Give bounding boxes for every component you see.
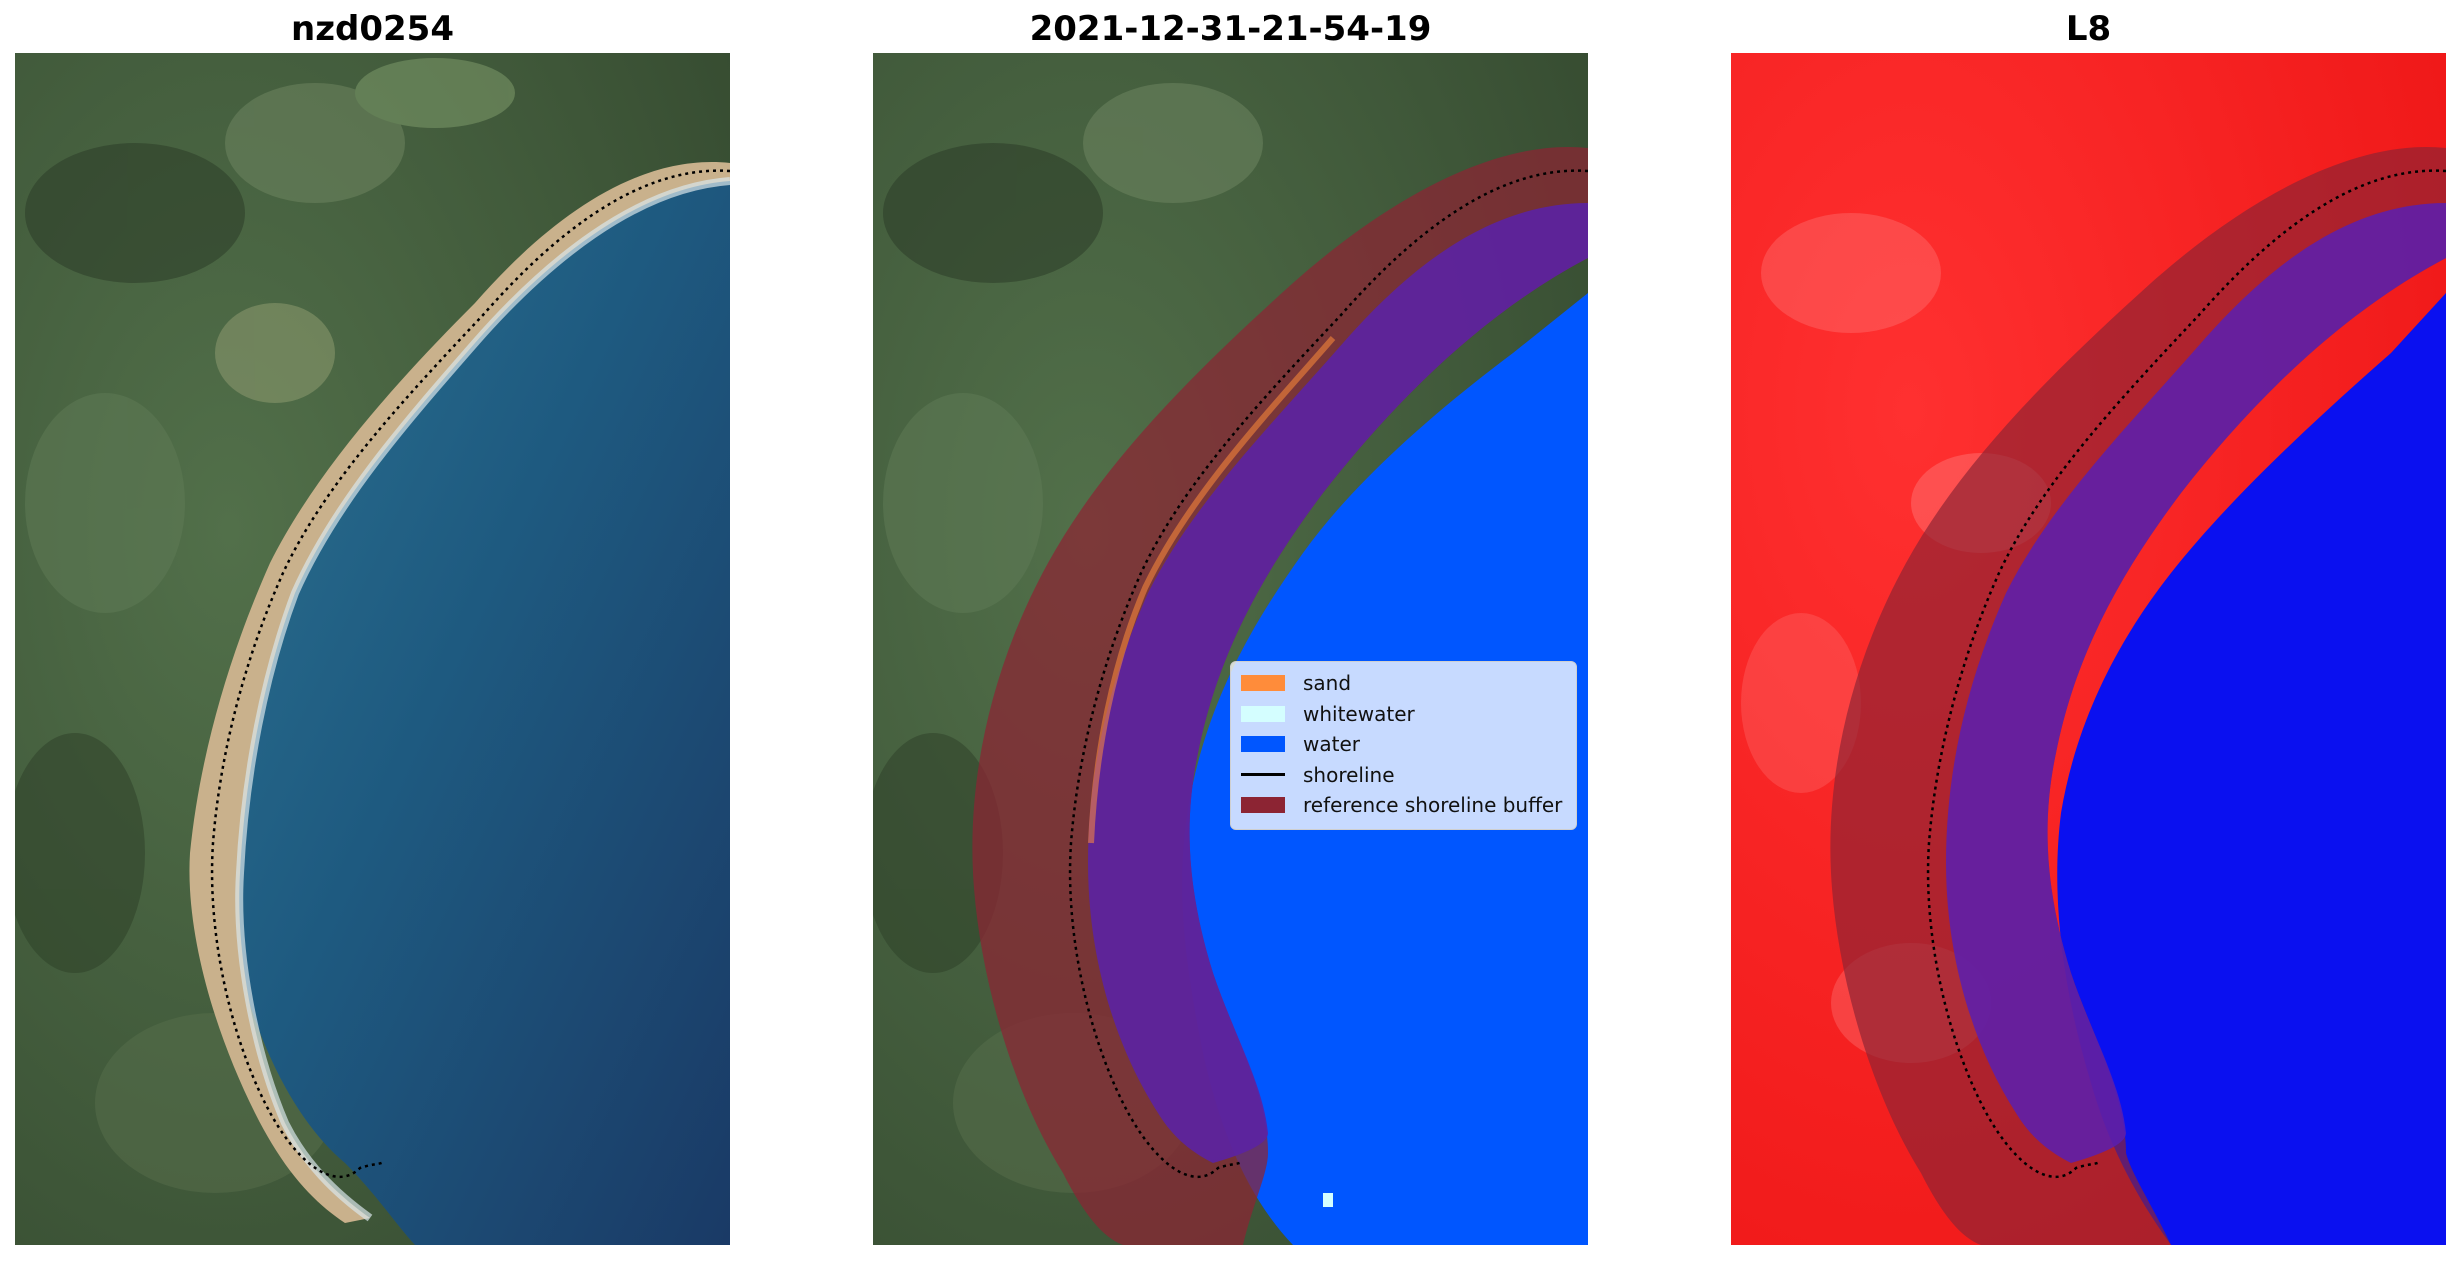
legend-label-sand: sand — [1303, 671, 1352, 696]
shoreline-path — [1926, 169, 2446, 1179]
index-image-panel — [1731, 53, 2446, 1245]
legend-label-buffer: reference shoreline buffer — [1303, 793, 1563, 818]
whitewater-pixel — [1323, 1193, 1333, 1207]
buffer-water-overlap — [1088, 203, 1588, 1163]
sand-class-strip — [1088, 336, 1336, 844]
legend-label-whitewater: whitewater — [1303, 701, 1415, 726]
water-index-area — [2057, 293, 2446, 1245]
legend-swatch-whitewater — [1241, 705, 1285, 722]
legend-swatch-water — [1241, 736, 1285, 753]
legend: sand whitewater water shoreline referenc… — [1230, 661, 1577, 830]
legend-item-shoreline: shoreline — [1241, 760, 1566, 791]
panel-title-index: L8 — [2065, 9, 2112, 49]
rgb-image-panel — [15, 53, 730, 1245]
shoreline-path — [210, 169, 730, 1179]
legend-label-shoreline: shoreline — [1303, 762, 1395, 787]
legend-label-water: water — [1303, 732, 1360, 757]
panel-title-rgb: nzd0254 — [291, 9, 454, 49]
panel-title-classified: 2021-12-31-21-54-19 — [1029, 9, 1432, 49]
legend-item-buffer: reference shoreline buffer — [1241, 790, 1566, 821]
classified-image-panel — [873, 53, 1588, 1245]
legend-item-water: water — [1241, 729, 1566, 760]
legend-item-sand: sand — [1241, 668, 1566, 699]
buffer-water-overlap — [1946, 203, 2446, 1163]
shoreline-path — [1068, 169, 1588, 1179]
sea-area — [224, 172, 730, 1245]
legend-line-shoreline — [1241, 773, 1285, 777]
legend-item-whitewater: whitewater — [1241, 699, 1566, 730]
legend-swatch-buffer — [1241, 797, 1285, 814]
surf-zone — [235, 177, 730, 1222]
legend-swatch-sand — [1241, 675, 1285, 692]
